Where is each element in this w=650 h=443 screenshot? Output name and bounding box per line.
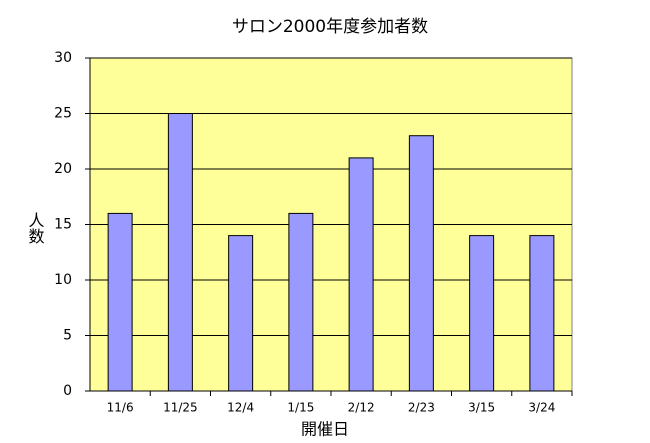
x-tick-label: 11/6 (107, 401, 134, 415)
y-tick-label: 15 (54, 217, 72, 233)
bar (288, 212, 314, 392)
x-tick-label: 3/24 (528, 401, 555, 415)
y-tick-label: 5 (63, 328, 72, 344)
x-tick-label: 11/25 (163, 401, 198, 415)
y-tick-label: 25 (54, 106, 72, 122)
bar (529, 235, 555, 392)
y-tick-label: 30 (54, 50, 72, 66)
bar (228, 235, 254, 392)
bar (167, 113, 193, 392)
bar (408, 135, 434, 392)
x-tick-label: 1/15 (287, 401, 314, 415)
bar (469, 235, 495, 392)
y-tick-label: 10 (54, 272, 72, 288)
y-axis-label: 人数 (26, 212, 45, 244)
x-tick-label: 3/15 (468, 401, 495, 415)
bar (107, 212, 133, 392)
x-tick-label: 2/12 (348, 401, 375, 415)
bar (348, 157, 374, 392)
x-axis-label: 開催日 (301, 420, 349, 439)
x-tick-label: 2/23 (408, 401, 435, 415)
x-tick-label: 12/4 (227, 401, 254, 415)
y-tick-label: 20 (54, 161, 72, 177)
y-tick-label: 0 (63, 383, 72, 399)
chart-title: サロン2000年度参加者数 (232, 17, 428, 37)
